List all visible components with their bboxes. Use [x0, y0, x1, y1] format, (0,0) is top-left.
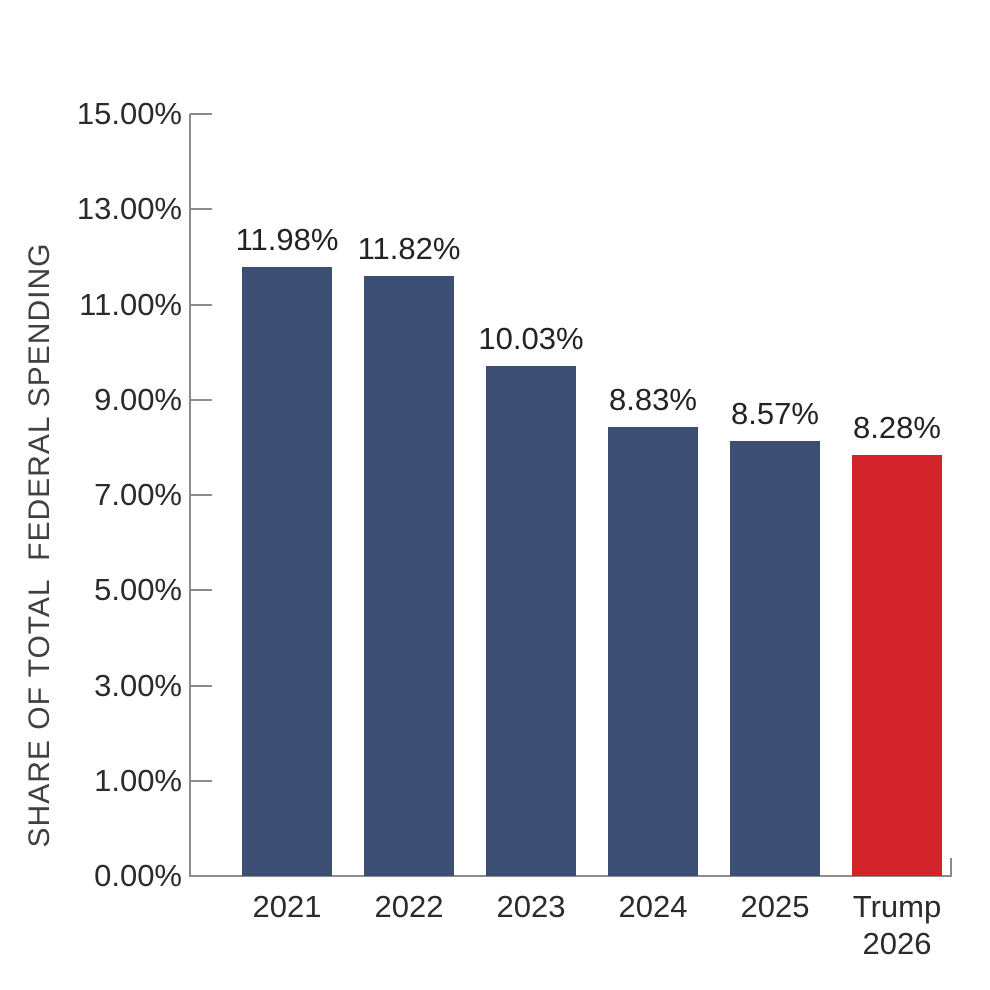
bar-value-label: 11.98% — [235, 222, 339, 258]
y-tick — [190, 398, 212, 401]
bar-value-label: 8.28% — [853, 410, 941, 446]
bar-value-label: 8.57% — [731, 395, 819, 431]
x-axis-line — [189, 875, 952, 877]
y-tick — [190, 589, 212, 592]
y-tick — [190, 208, 212, 211]
x-axis-end-cap — [950, 858, 952, 877]
y-tick — [190, 494, 212, 496]
y-tick — [190, 684, 212, 687]
x-axis-label: 2024 — [618, 889, 688, 924]
x-axis-label: 2022 — [374, 889, 444, 924]
x-axis-label: Trump 2026 — [852, 889, 942, 961]
y-tick-label: 11.00% — [79, 286, 182, 322]
bar-value-label: 10.03% — [478, 321, 584, 357]
y-tick-label: 9.00% — [94, 381, 182, 417]
y-tick-label: 1.00% — [94, 762, 182, 798]
x-axis-label: 2023 — [496, 889, 566, 924]
x-axis-label: 2025 — [740, 889, 810, 924]
y-tick-label: 7.00% — [94, 477, 182, 512]
y-tick — [190, 779, 212, 782]
bar-value-label: 11.82% — [357, 230, 461, 266]
y-tick-label: 15.00% — [76, 96, 182, 131]
y-tick-label: 3.00% — [94, 667, 182, 703]
bar-value-label: 8.83% — [609, 382, 697, 418]
y-tick-label: 5.00% — [94, 572, 182, 608]
bar-2024 — [608, 427, 698, 876]
bar-trump-2026 — [852, 455, 942, 876]
bar-2025 — [730, 440, 820, 876]
bar-2021 — [242, 267, 332, 876]
y-tick — [190, 303, 212, 306]
y-tick-label: 0.00% — [94, 858, 182, 893]
y-axis-title: SHARE OF TOTAL FEDERAL SPENDING — [23, 242, 56, 848]
x-axis-label: 2021 — [252, 889, 322, 924]
y-tick — [190, 113, 212, 115]
y-tick — [190, 875, 212, 877]
y-tick-label: 13.00% — [76, 191, 182, 227]
bar-2022 — [364, 275, 454, 876]
bar-2023 — [486, 366, 576, 876]
